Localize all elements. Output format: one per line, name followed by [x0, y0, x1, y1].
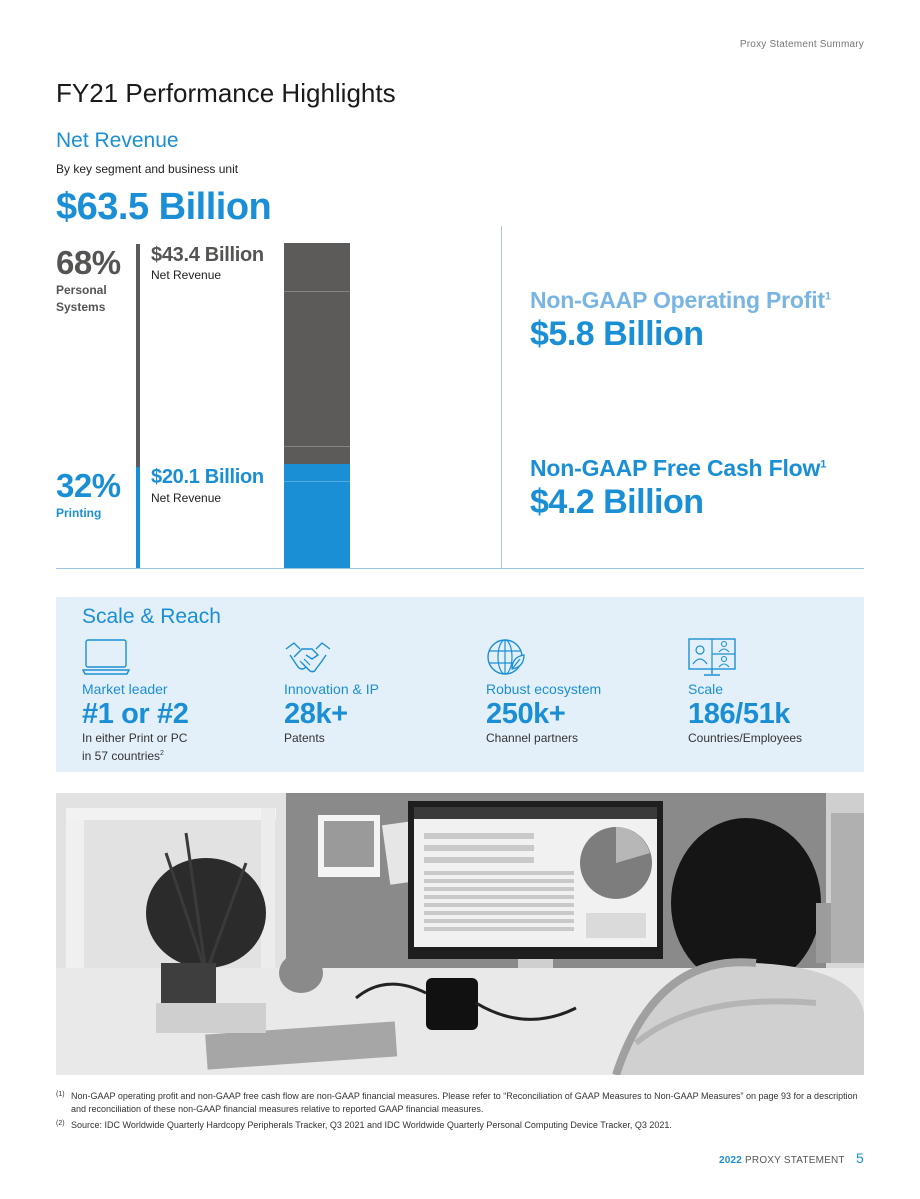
scale-item-value: 186/51k [688, 698, 791, 730]
page-number: 5 [856, 1150, 864, 1166]
net-revenue-subtitle: By key segment and business unit [56, 162, 239, 176]
scale-item-value: 28k+ [284, 698, 348, 730]
scale-item-desc: Channel partners [486, 731, 579, 745]
footnote-mark: (2) [56, 1120, 65, 1127]
personal-systems-percent: 68% [56, 244, 121, 281]
handshake-icon [284, 637, 474, 677]
bar-gridline [284, 446, 350, 447]
personal-systems-amount-label: Net Revenue [151, 268, 222, 282]
globe-leaf-icon [486, 637, 676, 677]
people-screen-icon [688, 637, 878, 677]
printing-amount: $20.1 Billion [151, 466, 264, 488]
footer-label: 2022 PROXY STATEMENT [719, 1155, 845, 1166]
scale-reach-panel [56, 597, 864, 772]
scale-item-label: Robust ecosystem [486, 681, 602, 697]
bar-gridline [284, 481, 350, 482]
scale-item-label: Market leader [82, 681, 168, 697]
laptop-icon [81, 637, 272, 677]
office-photo [56, 793, 864, 1075]
column-divider [501, 226, 502, 569]
scale-item-market-leader: Market leader #1 or #2 In either Print o… [81, 637, 272, 764]
scale-item-innovation: Innovation & IP 28k+ Patents [284, 637, 474, 746]
scale-item-value: 250k+ [486, 698, 566, 730]
operating-profit-label: Non-GAAP Operating Profit1 [530, 287, 831, 313]
footnote-text: Source: IDC Worldwide Quarterly Hardcopy… [71, 1120, 672, 1130]
printing-amount-label: Net Revenue [151, 491, 222, 505]
footnote-text: Non-GAAP operating profit and non-GAAP f… [71, 1091, 858, 1114]
total-revenue: $63.5 Billion [56, 186, 272, 228]
scale-item-scale: Scale 186/51k Countries/Employees [688, 637, 878, 746]
scale-reach-title: Scale & Reach [82, 605, 221, 628]
footnote-mark: (1) [56, 1091, 65, 1098]
scale-item-desc: Patents [284, 731, 325, 745]
personal-systems-label: Personal Systems [56, 283, 107, 314]
personal-systems-bar [284, 243, 350, 464]
scale-item-value: #1 or #2 [82, 698, 189, 730]
footnote-2: (2) Source: IDC Worldwide Quarterly Hard… [56, 1119, 864, 1132]
scale-item-desc: In either Print or PC in 57 countries2 [82, 731, 188, 763]
net-revenue-title: Net Revenue [56, 129, 179, 152]
personal-systems-amount: $43.4 Billion [151, 244, 264, 266]
printing-bar [284, 464, 350, 568]
printing-label: Printing [56, 506, 102, 520]
operating-profit-value: $5.8 Billion [530, 315, 704, 353]
scale-item-label: Innovation & IP [284, 681, 379, 697]
scale-item-ecosystem: Robust ecosystem 250k+ Channel partners [486, 637, 676, 746]
scale-item-label: Scale [688, 681, 724, 697]
printing-percent: 32% [56, 467, 121, 504]
page-title: FY21 Performance Highlights [56, 78, 396, 108]
bar-gridline [284, 291, 350, 292]
footnote-1: (1) Non-GAAP operating profit and non-GA… [56, 1090, 864, 1116]
section-rule [56, 568, 864, 569]
free-cash-flow-label: Non-GAAP Free Cash Flow1 [530, 455, 827, 481]
scale-item-desc: Countries/Employees [688, 731, 803, 745]
header-label: Proxy Statement Summary [739, 39, 864, 50]
free-cash-flow-value: $4.2 Billion [530, 483, 704, 521]
printing-rule [136, 467, 140, 568]
personal-systems-rule [136, 244, 140, 467]
